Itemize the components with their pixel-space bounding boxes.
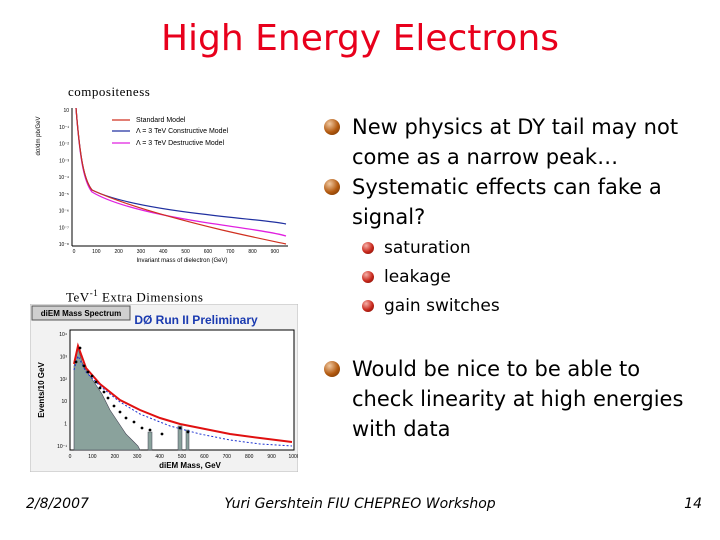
caption-sup: -1 <box>89 288 99 298</box>
compositeness-chart: dσ/dm pb/GeV 1010⁻¹10⁻²10⁻³10⁻⁴10⁻⁵10⁻⁶1… <box>32 100 292 268</box>
y-tick-labels: 10⁴ 10³ 10² 10 1 10⁻¹ <box>57 332 67 450</box>
caption-rest: Extra Dimensions <box>98 289 204 305</box>
y-tick-label: 10 <box>61 399 67 405</box>
dashed-signal-line <box>73 354 293 447</box>
bullet-icon <box>324 179 340 195</box>
background-bar-b <box>177 425 183 451</box>
x-tick-label: 200 <box>111 454 120 460</box>
x-tick-label: 200 <box>114 249 123 255</box>
x-axis-label: diEM Mass, GeV <box>159 461 221 470</box>
x-tick-label: 400 <box>159 249 168 255</box>
sub-bullet-saturation: saturation <box>362 234 500 263</box>
bullet-icon <box>324 119 340 135</box>
chart-background <box>32 100 292 268</box>
sub-bullet-gain: gain switches <box>362 292 500 321</box>
sub-bullet-icon <box>362 271 374 283</box>
svg-text:Events/10 GeV: Events/10 GeV <box>37 362 46 418</box>
x-tick-label: 0 <box>73 249 76 255</box>
footer-center: Yuri Gershtein FIU CHEPREO Workshop <box>224 496 496 512</box>
y-tick-label: 10⁻³ <box>59 158 69 164</box>
x-tick-label: 300 <box>137 249 146 255</box>
x-tick-label: 500 <box>181 249 190 255</box>
x-tick-label: 1000 <box>288 454 298 460</box>
footer-page-number: 14 <box>684 496 702 512</box>
legend-constructive: Λ = 3 TeV Constructive Model <box>136 128 228 135</box>
caption-compositeness: compositeness <box>68 84 151 99</box>
label-box <box>31 305 131 321</box>
chart-title: DØ Run II Preliminary <box>134 313 258 327</box>
x-tick-labels: 0 100 200 300 400 500 600 700 800 900 1000 <box>69 454 298 460</box>
y-tick-label: 10 <box>63 108 69 114</box>
x-tick-labels: 0 100 200 300 400 500 600 700 800 900 <box>73 249 280 255</box>
background-bar-a <box>147 431 153 451</box>
x-tick-label: 300 <box>133 454 142 460</box>
x-tick-label: 400 <box>155 454 164 460</box>
x-tick-label: 900 <box>271 249 280 255</box>
x-tick-label: 800 <box>245 454 254 460</box>
background-histogram <box>73 347 141 451</box>
red-fit-line <box>73 342 293 443</box>
x-axis-label: Invariant mass of dielectron (GeV) <box>136 258 227 264</box>
sub-bullets: saturation leakage gain switches <box>362 234 500 321</box>
bullet-systematic: Systematic effects can fake a signal? <box>324 172 704 232</box>
y-tick-label: 10⁻⁴ <box>59 175 69 181</box>
y-tick-label: 10⁻⁷ <box>59 225 69 231</box>
x-tick-label: 700 <box>226 249 235 255</box>
legend-destructive: Λ = 3 TeV Destructive Model <box>136 140 225 147</box>
y-tick-label: 10⁻² <box>59 142 69 148</box>
x-tick-label: 0 <box>69 454 72 460</box>
diem-mass-chart: diEM Mass Spectrum DØ Run II Preliminary… <box>30 304 298 472</box>
y-tick-label: 10⁻¹ <box>59 125 69 131</box>
caption-tev: TeV <box>66 289 90 305</box>
sub-bullet-leakage: leakage <box>362 263 500 292</box>
footer-date: 2/8/2007 <box>26 496 89 512</box>
y-axis-label: Events/10 GeV <box>37 362 46 418</box>
label-box-text: diEM Mass Spectrum <box>41 309 121 318</box>
legend: Standard Model Λ = 3 TeV Constructive Mo… <box>112 117 228 147</box>
x-tick-label: 600 <box>200 454 209 460</box>
x-tick-label: 900 <box>267 454 276 460</box>
x-tick-label: 700 <box>223 454 232 460</box>
x-tick-label: 100 <box>92 249 101 255</box>
data-points <box>74 346 190 436</box>
legend-standard-model: Standard Model <box>136 117 186 124</box>
bullet-new-physics: New physics at DY tail may not come as a… <box>324 112 704 172</box>
standard-model-line <box>75 107 287 245</box>
y-tick-label: 1 <box>64 422 67 428</box>
x-tick-label: 500 <box>178 454 187 460</box>
x-tick-label: 100 <box>88 454 97 460</box>
x-tick-label: 600 <box>204 249 213 255</box>
y-tick-labels: 10 10⁻¹ 10⁻² 10⁻³ 10⁻⁴ 10⁻⁵ 10⁻⁶ 10⁻⁷ 10⁻⁸ <box>59 108 70 248</box>
x-tick-label: 800 <box>248 249 257 255</box>
bullet-linearity: Would be nice to be able to check linear… <box>324 354 704 444</box>
y-tick-label: 10⁻⁵ <box>59 192 69 198</box>
sub-bullet-icon <box>362 300 374 312</box>
final-bullets: Would be nice to be able to check linear… <box>324 354 704 444</box>
y-tick-label: 10⁻¹ <box>57 444 67 450</box>
bullet-icon <box>324 361 340 377</box>
y-tick-label: 10⁻⁸ <box>59 242 69 248</box>
y-tick-label: 10³ <box>60 354 68 360</box>
y-axis-label: dσ/dm pb/GeV <box>36 116 42 155</box>
background-bar-c <box>185 429 190 451</box>
y-tick-label: 10⁴ <box>59 332 67 338</box>
svg-text:dσ/dm pb/GeV: dσ/dm pb/GeV <box>36 116 42 155</box>
y-tick-label: 10⁻⁶ <box>59 209 69 215</box>
y-tick-label: 10² <box>60 377 68 383</box>
caption-extra-dimensions: TeV-1 Extra Dimensions <box>66 288 203 305</box>
slide-title: High Energy Electrons <box>160 18 560 59</box>
main-bullets: New physics at DY tail may not come as a… <box>324 112 704 232</box>
sub-bullet-icon <box>362 242 374 254</box>
